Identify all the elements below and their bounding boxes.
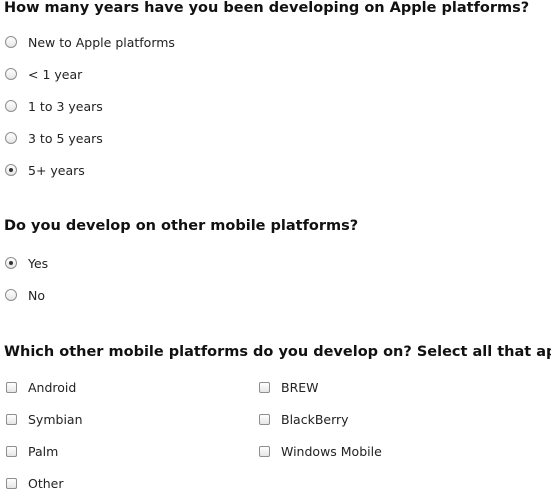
checkbox[interactable] bbox=[259, 381, 270, 393]
checkbox-option-windows-mobile[interactable]: Windows Mobile bbox=[259, 441, 382, 461]
radio-option-less-than-1-year[interactable]: < 1 year bbox=[5, 64, 82, 84]
checkbox-option-brew[interactable]: BREW bbox=[259, 377, 319, 397]
radio-label: Yes bbox=[28, 255, 49, 271]
checkbox-label: Other bbox=[28, 475, 64, 491]
radio-option-new-to-apple[interactable]: New to Apple platforms bbox=[5, 32, 175, 52]
radio-label: 5+ years bbox=[28, 162, 85, 178]
checkbox[interactable] bbox=[6, 381, 17, 393]
radio-label: < 1 year bbox=[28, 66, 83, 82]
checkbox[interactable] bbox=[259, 413, 270, 425]
radio-option-5-plus-years[interactable]: 5+ years bbox=[5, 160, 85, 180]
checkbox[interactable] bbox=[6, 445, 17, 457]
radio-option-1-to-3-years[interactable]: 1 to 3 years bbox=[5, 96, 103, 116]
radio-button[interactable] bbox=[5, 100, 17, 112]
checkbox-option-other[interactable]: Other bbox=[6, 473, 64, 493]
checkbox-label: Android bbox=[28, 379, 77, 395]
question-title-other-mobile: Do you develop on other mobile platforms… bbox=[4, 218, 359, 234]
radio-button[interactable] bbox=[5, 164, 17, 176]
radio-button[interactable] bbox=[5, 36, 17, 48]
checkbox[interactable] bbox=[259, 445, 270, 457]
checkbox[interactable] bbox=[6, 477, 17, 489]
question-title-which-platforms: Which other mobile platforms do you deve… bbox=[4, 344, 551, 360]
radio-option-yes[interactable]: Yes bbox=[5, 253, 48, 273]
checkbox-label: Symbian bbox=[28, 411, 83, 427]
checkbox-label: Palm bbox=[28, 443, 59, 459]
radio-button[interactable] bbox=[5, 68, 17, 80]
checkbox-label: BREW bbox=[281, 379, 319, 395]
radio-label: No bbox=[28, 287, 45, 303]
checkbox[interactable] bbox=[6, 413, 17, 425]
radio-label: 1 to 3 years bbox=[28, 98, 103, 114]
checkbox-option-palm[interactable]: Palm bbox=[6, 441, 58, 461]
question-title-apple-years: How many years have you been developing … bbox=[4, 0, 530, 16]
radio-button[interactable] bbox=[5, 257, 17, 269]
checkbox-option-symbian[interactable]: Symbian bbox=[6, 409, 83, 429]
radio-button[interactable] bbox=[5, 289, 17, 301]
checkbox-label: BlackBerry bbox=[281, 411, 349, 427]
checkbox-option-android[interactable]: Android bbox=[6, 377, 76, 397]
checkbox-option-blackberry[interactable]: BlackBerry bbox=[259, 409, 349, 429]
radio-button[interactable] bbox=[5, 132, 17, 144]
radio-option-3-to-5-years[interactable]: 3 to 5 years bbox=[5, 128, 103, 148]
checkbox-label: Windows Mobile bbox=[281, 443, 382, 459]
radio-label: New to Apple platforms bbox=[28, 34, 175, 50]
radio-option-no[interactable]: No bbox=[5, 285, 45, 305]
radio-label: 3 to 5 years bbox=[28, 130, 103, 146]
